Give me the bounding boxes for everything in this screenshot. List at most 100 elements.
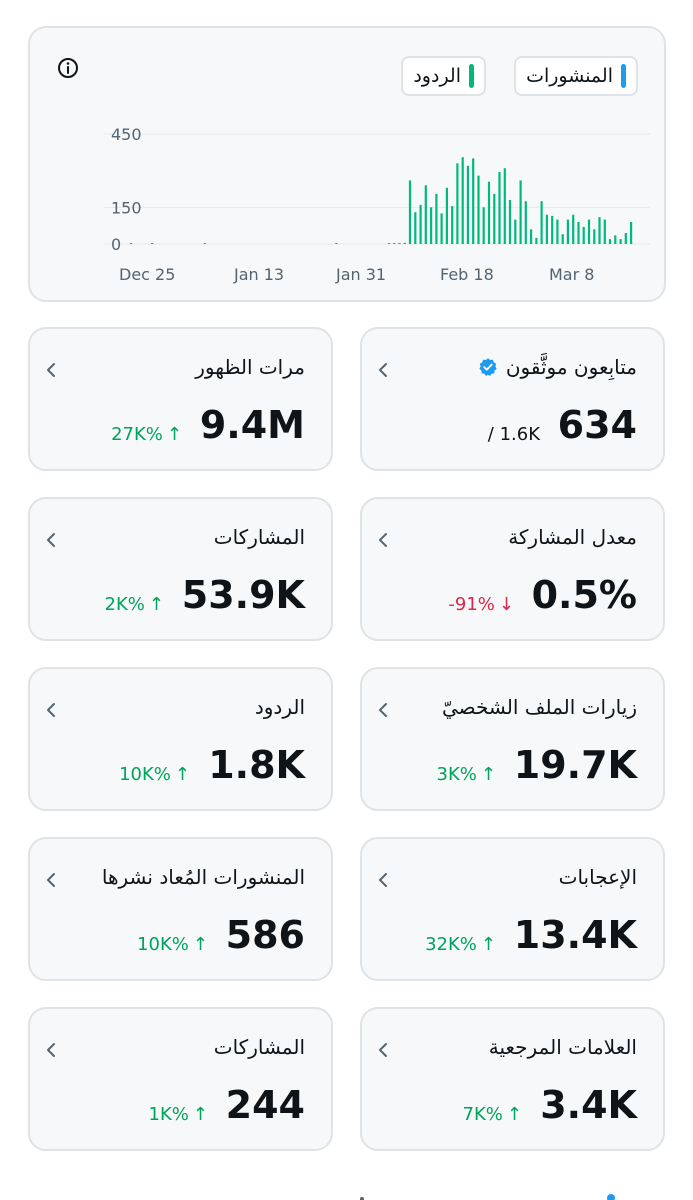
bar [477,175,480,244]
metric-title-text: معدل المشاركة [508,525,637,549]
bar [603,219,606,244]
bar [508,200,512,244]
bar [514,243,517,244]
x-tick-label: Feb 18 [440,265,494,284]
metric-title-text: المنشورات المُعاد نشرها [101,865,305,889]
bar [530,229,533,244]
x-tick-label: Mar 8 [549,265,594,284]
bar [572,214,575,244]
arrow-up-icon: ↑ [192,1104,208,1125]
metric-title: الإعجابات [559,865,637,889]
metric-card-likes[interactable]: الإعجابات 13.4K 32K% ↑ [360,837,665,981]
bar [414,212,417,244]
bar-chart: 450 150 0 Dec 25 Jan 13 Jan 31 Feb 18 Mar 8 [104,125,650,284]
bar [203,243,206,244]
bar [530,243,533,244]
bar [456,243,459,244]
metric-card-impressions[interactable]: مرات الظهور 9.4M 27K% ↑ [28,327,333,471]
chevron-left-icon [379,703,387,717]
metric-change-value: 2K% [104,594,145,615]
metric-card-replies[interactable]: الردود 1.8K 10K% ↑ [28,667,333,811]
chevron-left-icon [47,363,55,377]
bar [435,193,438,244]
bar [451,206,454,244]
bar [151,243,154,244]
metric-title: مرات الظهور [195,355,305,379]
metric-value: 586 [225,913,305,957]
bar [482,243,485,244]
bar [456,163,459,244]
bar [335,243,338,244]
metric-card-reposts[interactable]: المنشورات المُعاد نشرها 586 10K% ↑ [28,837,333,981]
metric-change-value: 7K% [462,1104,503,1125]
bar [519,180,522,244]
bar [551,243,554,244]
bar [608,243,612,244]
bar [566,243,569,244]
metric-value: 3.4K [540,1083,637,1127]
bar [614,243,617,244]
y-tick-label: 150 [111,198,142,217]
metric-change-value: -91% [448,594,495,615]
metric-change: 10K% ↑ [119,764,190,785]
bar [540,243,543,244]
bar [387,243,391,244]
bar [498,171,501,244]
bar [577,222,580,244]
bar [598,217,601,244]
metric-value: 53.9K [181,573,305,617]
metric-card-verified-followers[interactable]: متابِعون موثَّقون 634 / 1.6K [360,327,665,471]
bar [493,193,496,244]
metric-title: الردود [255,695,305,719]
metric-change: 1K% ↑ [149,1104,208,1125]
chevron-left-icon [47,703,55,717]
arrow-up-icon: ↑ [174,764,190,785]
metric-title-text: متابِعون موثَّقون [505,355,637,379]
bar [477,243,480,244]
bar [514,219,517,244]
metric-card-engagements[interactable]: المشاركات 53.9K 2K% ↑ [28,497,333,641]
bar [430,243,433,244]
chevron-left-icon [47,873,55,887]
metric-change: 27K% ↑ [111,424,182,445]
metric-change-value: 10K% [119,764,171,785]
chevron-left-icon [379,873,387,887]
metric-change-value: 32K% [425,934,477,955]
info-icon[interactable] [56,56,80,80]
chart-card: المنشورات الردود 450 150 0 Dec 25 Jan 13 Jan … [28,26,666,302]
bar [445,243,448,244]
bar [424,243,427,244]
bar [619,243,622,244]
metric-card-engagement-rate[interactable]: معدل المشاركة 0.5% -91% ↓ [360,497,665,641]
bottom-partial-content [360,1194,615,1200]
bar [445,187,448,244]
bar [487,243,491,244]
bar [556,219,559,244]
legend-replies-swatch [469,64,474,88]
verified-badge-icon [479,358,497,376]
bar [440,213,443,244]
bar [503,243,506,244]
bar [435,243,438,244]
bar [451,243,454,244]
bar [593,229,596,244]
metric-title-text: المشاركات [213,1035,305,1059]
bar [624,233,627,244]
metric-card-shares[interactable]: المشاركات 244 1K% ↑ [28,1007,333,1151]
metric-value: 634 [557,403,637,447]
arrow-up-icon: ↑ [480,764,496,785]
bar [419,243,422,244]
legend-replies[interactable]: الردود [401,56,486,96]
metric-value: 13.4K [513,913,637,957]
legend-posts[interactable]: المنشورات [514,56,638,96]
y-tick-label: 0 [111,235,121,254]
metric-change-value: 1K% [148,1104,189,1125]
metric-card-profile-visits[interactable]: زيارات الملف الشخصيّ 19.7K 3K% ↑ [360,667,665,811]
bar [482,207,485,244]
bar [582,243,585,244]
bar [630,243,633,244]
chevron-left-icon [47,533,55,547]
metric-card-bookmarks[interactable]: العلامات المرجعية 3.4K 7K% ↑ [360,1007,665,1151]
bar [540,201,543,244]
chevron-left-icon [379,363,387,377]
